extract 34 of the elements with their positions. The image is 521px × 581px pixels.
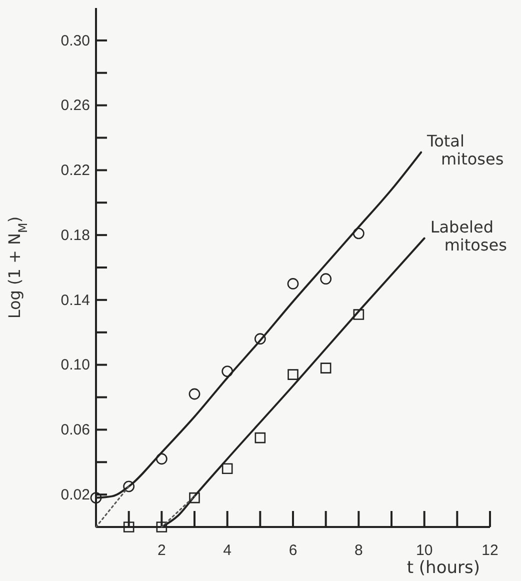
y-tick-label: 0.14 xyxy=(60,292,90,309)
point xyxy=(188,388,200,400)
point xyxy=(288,369,298,380)
point xyxy=(254,333,266,345)
series-label: Total mitoses xyxy=(426,131,504,169)
point xyxy=(353,309,364,320)
point xyxy=(156,522,168,532)
point xyxy=(352,228,364,240)
point xyxy=(287,278,299,290)
y-tick-label: 0.26 xyxy=(60,97,90,114)
x-tick-label: 12 xyxy=(482,542,498,559)
point xyxy=(90,492,102,504)
x-tick-label: 4 xyxy=(223,542,232,559)
x-tick-label: 8 xyxy=(354,542,363,559)
y-tick-label: 0.06 xyxy=(60,421,90,438)
point xyxy=(156,453,168,465)
point xyxy=(320,362,332,374)
y-tick-label: 0.30 xyxy=(60,32,90,50)
point xyxy=(123,522,134,532)
point xyxy=(189,492,200,504)
point xyxy=(320,273,332,285)
x-tick-label: 2 xyxy=(157,542,166,559)
x-axis-title: t (hours) xyxy=(406,558,480,578)
y-tick-label: 0.22 xyxy=(60,162,90,179)
point xyxy=(254,432,266,444)
series-label: Labeled mitoses xyxy=(430,217,507,255)
x-tick-label: 10 xyxy=(416,542,433,559)
point xyxy=(123,480,135,492)
y-tick-label: 0.18 xyxy=(60,226,90,244)
point xyxy=(222,366,234,377)
x-tick-label: 6 xyxy=(288,542,298,559)
y-tick-label: 0.10 xyxy=(60,356,90,374)
point xyxy=(222,463,233,474)
y-tick-label: 0.02 xyxy=(60,486,90,504)
